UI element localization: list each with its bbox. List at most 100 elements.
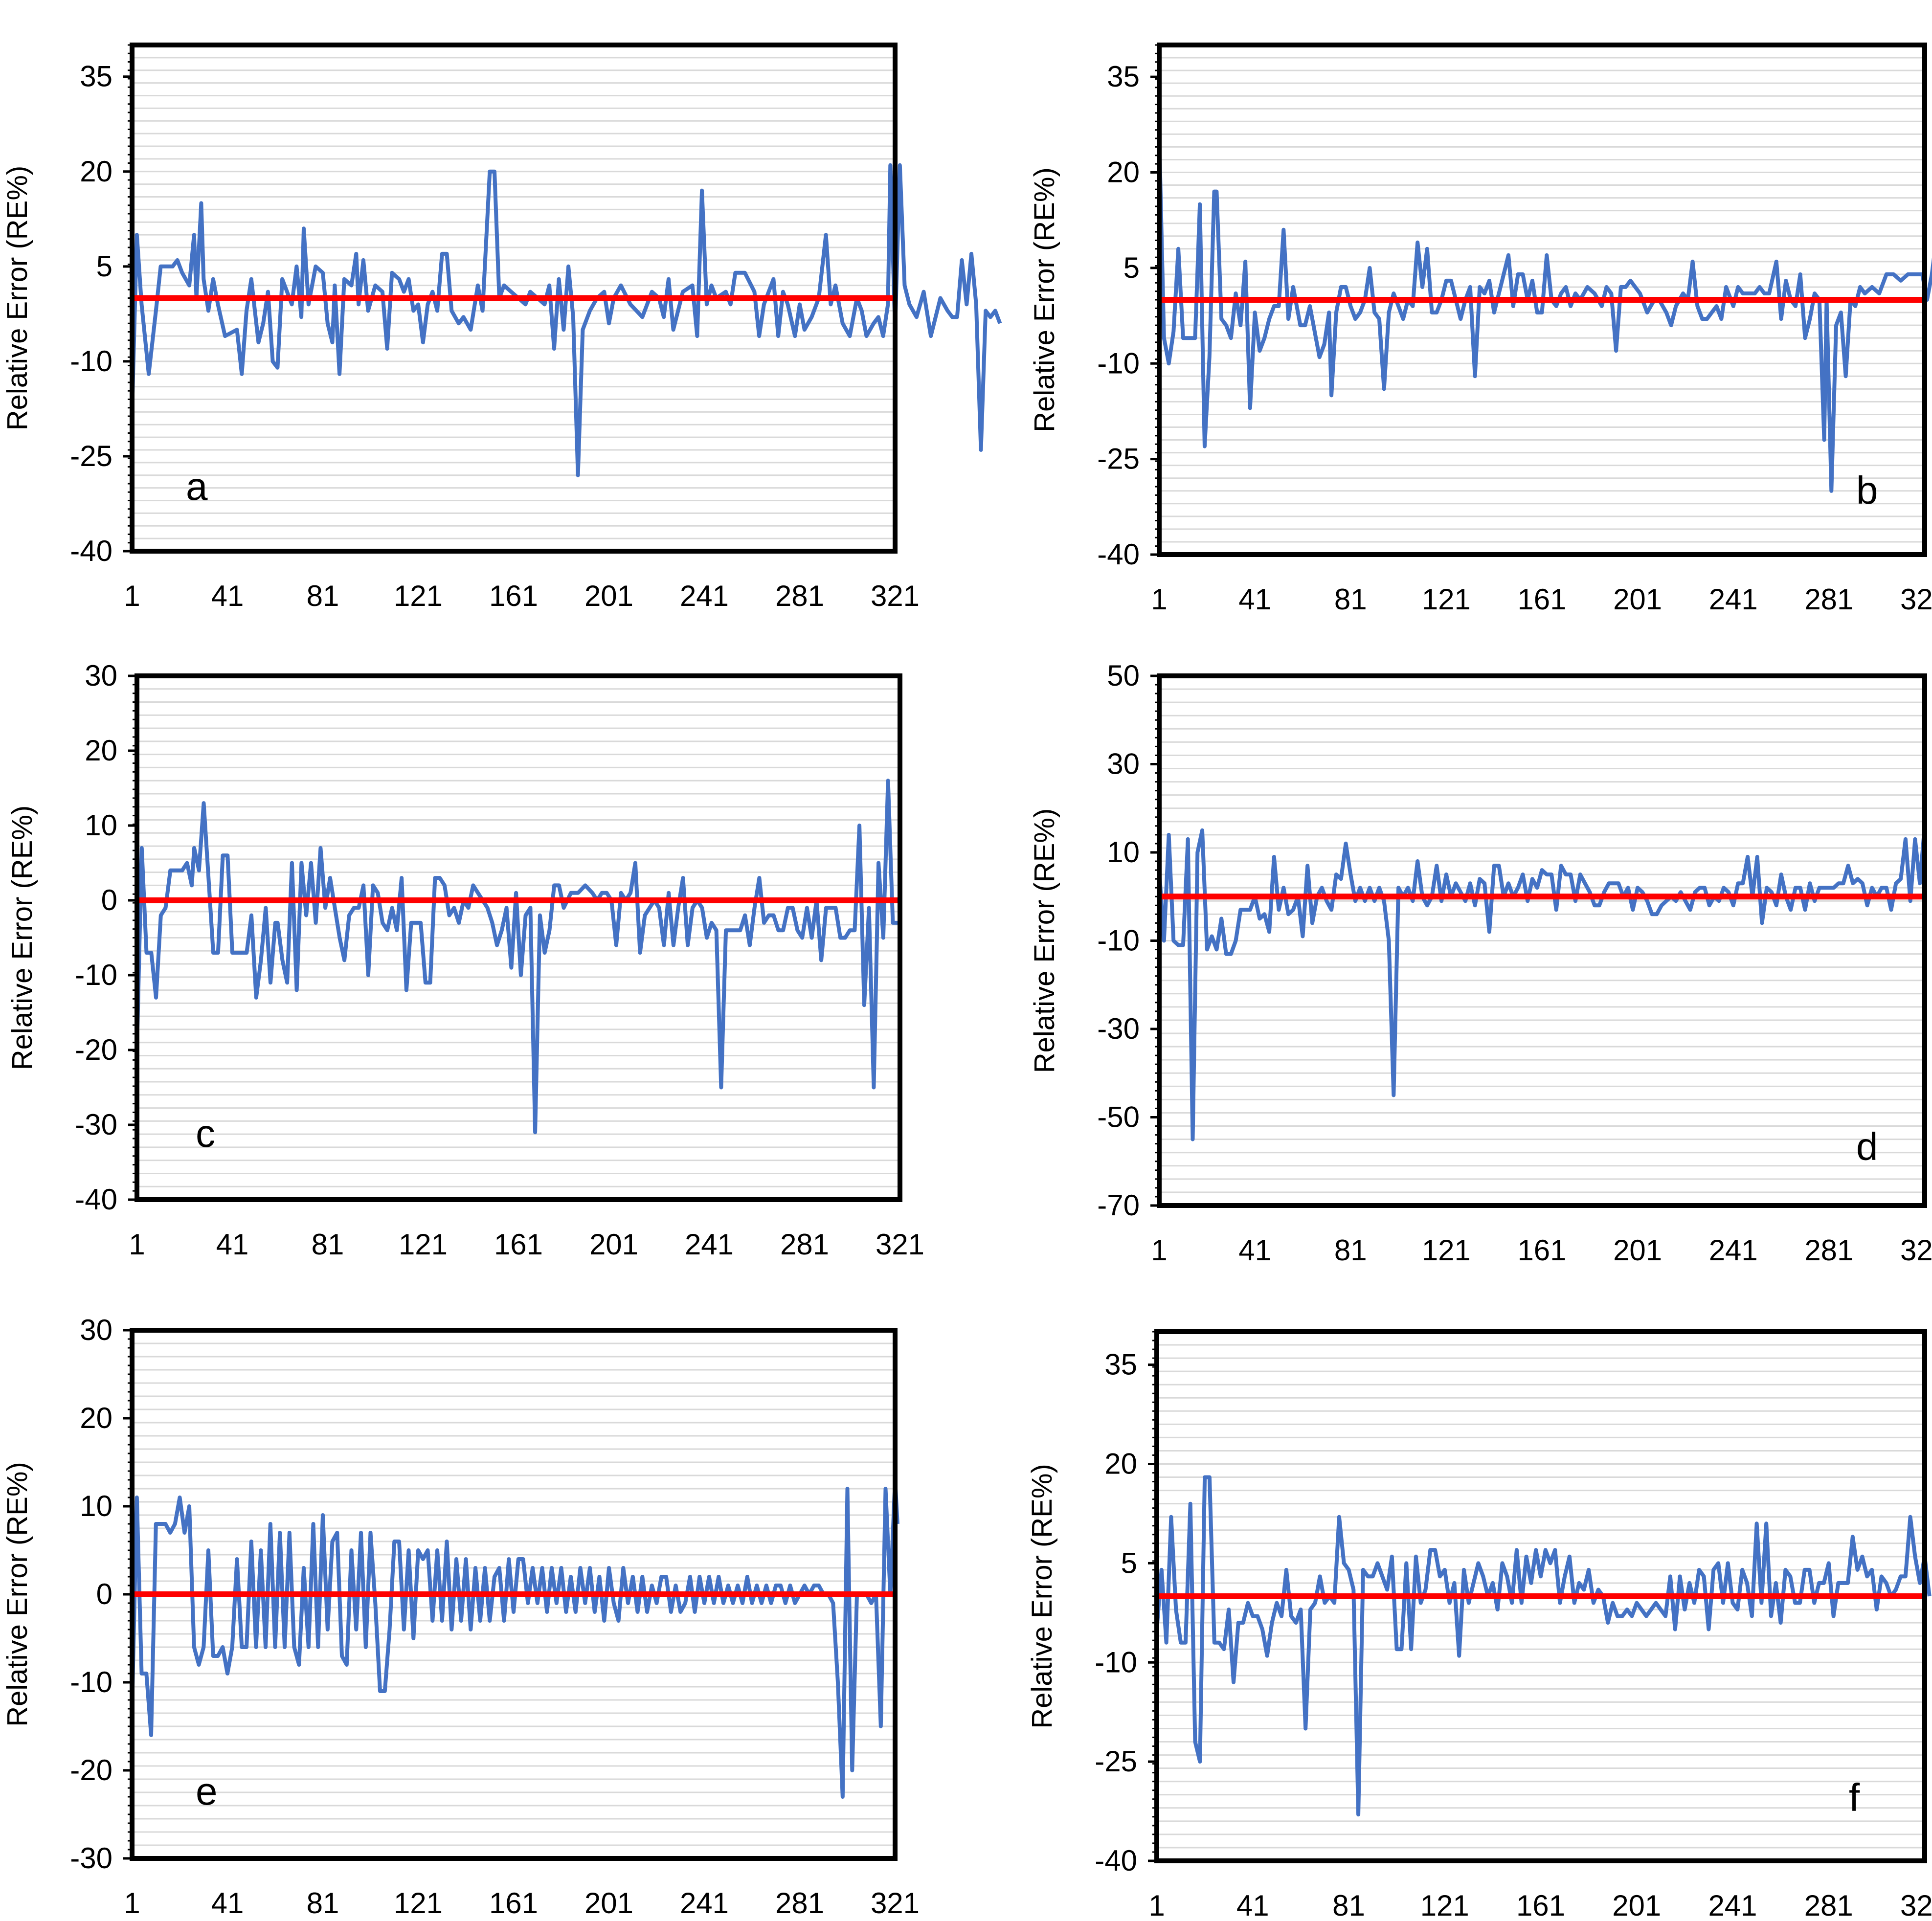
x-tick-label: 241 <box>680 1887 729 1920</box>
x-tick-label: 281 <box>1804 583 1853 616</box>
y-tick-label: -50 <box>1097 1101 1140 1134</box>
x-tick-label: 81 <box>307 580 339 612</box>
y-tick-label: 5 <box>96 250 112 283</box>
x-tick-label: 321 <box>871 1887 920 1920</box>
x-tick-label: 321 <box>1900 1889 1932 1921</box>
x-tick-label: 281 <box>780 1228 829 1261</box>
series-line <box>1157 826 1927 1141</box>
chart-panel-c: 30 20 10 0 -10 -20 -30 -40 1 41 81 121 161 201 241 281 3… <box>6 659 924 1261</box>
series-line <box>135 779 900 1135</box>
y-axis-title: Relative Error (RE%) <box>1029 808 1060 1073</box>
x-tick-label: 241 <box>1709 1234 1758 1267</box>
x-tick-label: 41 <box>1238 583 1271 616</box>
y-tick-label: 30 <box>85 659 117 692</box>
x-tick-label: 281 <box>1804 1889 1853 1921</box>
plot-frame <box>130 43 898 554</box>
y-tick-label: -25 <box>1095 1745 1137 1778</box>
chart-panel-d: 50 30 10 -10 -30 -50 -70 1 41 81 121 161 201 241 281 32… <box>1029 659 1932 1267</box>
y-axis-title: Relative Error (RE%) <box>6 805 38 1070</box>
y-tick-label: 20 <box>85 734 117 767</box>
y-tick-label: 10 <box>85 809 117 842</box>
y-tick-label: 10 <box>80 1490 112 1522</box>
x-tick-label: 281 <box>1804 1234 1853 1267</box>
x-tick-label: 201 <box>1613 1234 1662 1267</box>
y-tick-label: -25 <box>70 440 112 472</box>
y-tick-label: -30 <box>70 1842 112 1875</box>
x-tick-label: 241 <box>680 580 729 612</box>
x-tick-label: 81 <box>1334 583 1367 616</box>
panel-label: a <box>186 465 208 508</box>
panel-label: f <box>1849 1776 1860 1819</box>
x-tick-label: 201 <box>584 1887 633 1920</box>
y-tick-label: -10 <box>1097 347 1140 380</box>
y-tick-label: 35 <box>1104 1348 1137 1381</box>
chart-panel-a: 35 20 5 -10 -25 -40 1 41 81 121 161 201 241 281 321 Rel… <box>1 43 1002 612</box>
panel-label: d <box>1856 1125 1878 1168</box>
x-tick-label: 161 <box>489 1887 538 1920</box>
x-tick-label: 81 <box>307 1887 339 1920</box>
y-tick-label: -10 <box>1097 924 1140 957</box>
y-tick-label: -25 <box>1097 443 1140 475</box>
x-tick-label: 1 <box>124 1887 140 1920</box>
y-tick-label: -10 <box>1095 1646 1137 1678</box>
x-tick-label: 161 <box>1516 1889 1565 1921</box>
x-tick-label: 161 <box>494 1228 543 1261</box>
series-line <box>1155 1475 1932 1817</box>
x-tick-label: 41 <box>211 580 244 612</box>
x-tick-label: 321 <box>1900 1234 1932 1267</box>
series-line <box>130 1478 899 1799</box>
x-tick-label: 241 <box>685 1228 734 1261</box>
y-tick-label: -40 <box>1097 538 1140 571</box>
x-tick-label: 161 <box>489 580 538 612</box>
y-axis-title: Relative Error (RE%) <box>1026 1464 1058 1728</box>
y-tick-label: -70 <box>1097 1189 1140 1222</box>
x-tick-label: 41 <box>216 1228 249 1261</box>
y-tick-label: 35 <box>80 60 112 93</box>
panel-label: e <box>196 1769 218 1813</box>
x-tick-label: 201 <box>1613 583 1662 616</box>
y-tick-label: 5 <box>1123 251 1140 284</box>
y-tick-label: -10 <box>70 1666 112 1698</box>
x-tick-label: 241 <box>1709 583 1758 616</box>
y-tick-label: -10 <box>70 345 112 378</box>
y-tick-label: -30 <box>75 1108 117 1141</box>
x-tick-label: 1 <box>129 1228 145 1261</box>
x-tick-label: 281 <box>775 1887 824 1920</box>
panel-label: b <box>1856 469 1878 512</box>
x-tick-label: 81 <box>1334 1234 1367 1267</box>
y-axis-title: Relative Error (RE%) <box>1029 167 1060 432</box>
x-tick-label: 81 <box>1332 1889 1365 1921</box>
y-tick-label: 30 <box>80 1314 112 1346</box>
x-tick-label: 1 <box>1148 1889 1165 1921</box>
plot-frame <box>1157 43 1927 557</box>
y-tick-label: -30 <box>1097 1012 1140 1045</box>
x-tick-label: 121 <box>1422 1234 1471 1267</box>
chart-panel-f: 35 20 5 -10 -25 -40 1 41 81 121 161 201 241 281 321 Rel… <box>1026 1329 1932 1921</box>
series-line <box>130 163 1002 477</box>
plot-frame <box>130 1328 898 1861</box>
plot-frame <box>1157 673 1927 1208</box>
plot-frame <box>135 673 902 1202</box>
y-tick-label: -10 <box>75 959 117 991</box>
y-tick-label: 20 <box>1107 156 1140 189</box>
y-tick-label: 0 <box>96 1578 112 1610</box>
panel-label: c <box>196 1112 215 1155</box>
x-tick-label: 1 <box>1151 1234 1167 1267</box>
y-tick-label: 30 <box>1107 748 1140 781</box>
x-tick-label: 281 <box>775 580 824 612</box>
x-tick-label: 1 <box>1151 583 1167 616</box>
plot-frame <box>1154 1329 1927 1863</box>
x-tick-label: 161 <box>1517 583 1566 616</box>
x-tick-label: 201 <box>1612 1889 1661 1921</box>
y-tick-label: 20 <box>80 155 112 188</box>
x-tick-label: 121 <box>1420 1889 1469 1921</box>
chart-panel-b: 35 20 5 -10 -25 -40 1 41 81 121 161 201 241 281 321 Rel… <box>1029 43 1932 616</box>
y-tick-label: 5 <box>1121 1546 1137 1579</box>
y-axis-title: Relative Error (RE%) <box>1 166 33 430</box>
x-tick-label: 241 <box>1708 1889 1757 1921</box>
y-tick-label: 10 <box>1107 836 1140 869</box>
y-tick-label: -40 <box>75 1183 117 1216</box>
y-axis-title: Relative Error (RE%) <box>1 1462 33 1726</box>
y-tick-label: 50 <box>1107 659 1140 692</box>
y-tick-label: 20 <box>1104 1448 1137 1480</box>
